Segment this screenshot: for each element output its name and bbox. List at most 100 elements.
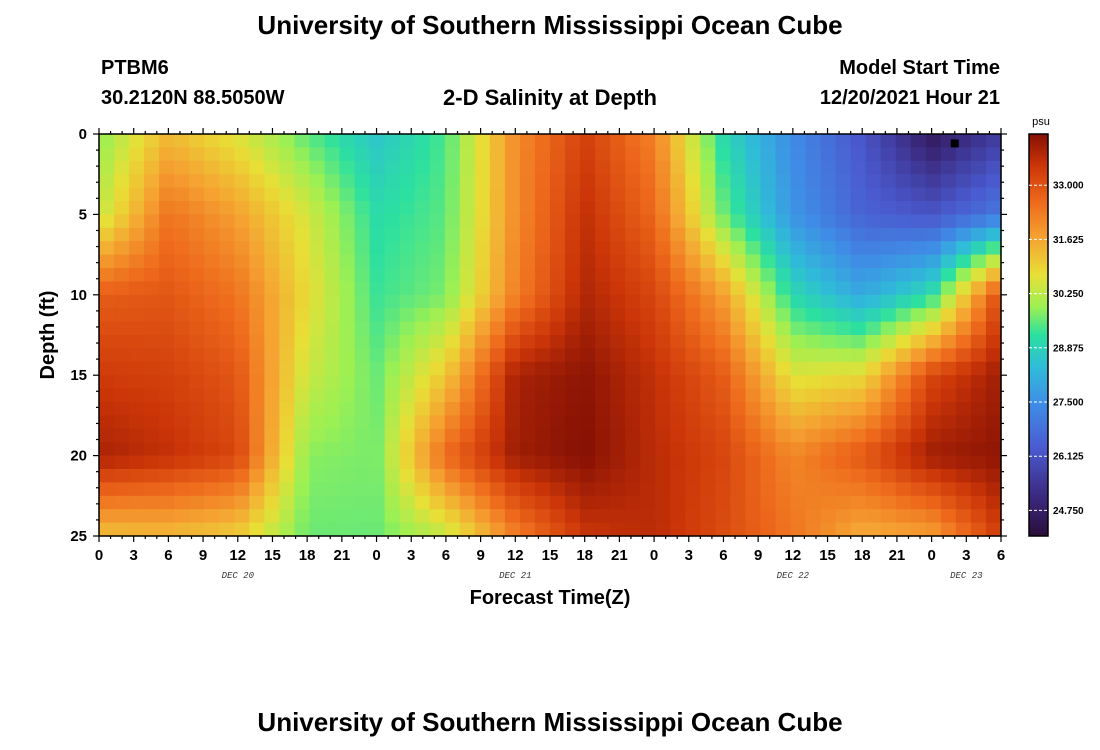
heatmap-cell: [429, 227, 446, 242]
heatmap-cell: [324, 361, 341, 376]
heatmap-cell: [429, 482, 446, 497]
heatmap-cell: [940, 482, 957, 497]
heatmap-cell: [895, 335, 912, 349]
heatmap-cell: [625, 482, 641, 497]
heatmap-cell: [760, 375, 777, 390]
heatmap-cell: [805, 335, 822, 349]
heatmap-cell: [985, 294, 1002, 309]
heatmap-cell: [850, 375, 867, 390]
heatmap-cell: [985, 214, 1002, 229]
heatmap-cell: [204, 428, 220, 443]
model-start-value: 12/20/2021 Hour 21: [819, 87, 1000, 109]
heatmap-cell: [489, 187, 506, 202]
heatmap-cell: [760, 308, 777, 323]
heatmap-cell: [414, 361, 431, 376]
heatmap-cell: [174, 214, 190, 229]
heatmap-cell: [129, 522, 145, 537]
heatmap-cell: [459, 281, 476, 296]
heatmap-cell: [985, 495, 1002, 510]
heatmap-cell: [474, 147, 491, 162]
heatmap-cell: [805, 254, 822, 269]
heatmap-cell: [760, 174, 777, 189]
heatmap-cell: [174, 187, 190, 202]
heatmap-cell: [459, 415, 476, 430]
heatmap-cell: [820, 321, 837, 336]
heatmap-cell: [129, 402, 145, 416]
heatmap-cell: [384, 415, 401, 430]
heatmap-cell: [414, 415, 431, 430]
heatmap-cell: [880, 428, 897, 443]
heatmap-cell: [730, 308, 747, 323]
heatmap-cell: [640, 415, 656, 430]
heatmap-cell: [670, 308, 686, 323]
heatmap-cell: [219, 388, 235, 403]
heatmap-cell: [189, 415, 205, 430]
heatmap-cell: [640, 201, 656, 215]
heatmap-cell: [144, 348, 160, 363]
heatmap-cell: [279, 214, 296, 229]
heatmap-cell: [519, 254, 536, 269]
heatmap-cell: [805, 469, 822, 483]
heatmap-cell: [264, 415, 280, 430]
heatmap-cell: [745, 361, 762, 376]
heatmap-cell: [925, 308, 942, 323]
heatmap-cell: [234, 321, 250, 336]
heatmap-cell: [294, 455, 311, 470]
heatmap-cell: [880, 214, 897, 229]
heatmap-cell: [640, 482, 656, 497]
heatmap-cell: [955, 455, 972, 470]
heatmap-cell: [174, 415, 190, 430]
heatmap-cell: [114, 388, 130, 403]
heatmap-cell: [519, 522, 536, 537]
heatmap-cell: [820, 509, 837, 524]
heatmap-cell: [565, 442, 581, 457]
heatmap-cell: [790, 455, 807, 470]
x-tick-label: 6: [442, 547, 450, 564]
y-tick-label: 0: [79, 126, 87, 143]
heatmap-cell: [504, 335, 521, 349]
heatmap-cell: [489, 241, 506, 256]
heatmap-cell: [670, 415, 686, 430]
heatmap-cell: [369, 402, 386, 416]
heatmap-cell: [850, 321, 867, 336]
heatmap-cell: [565, 160, 581, 175]
heatmap-cell: [534, 187, 551, 202]
heatmap-cell: [775, 495, 792, 510]
heatmap-cell: [339, 160, 356, 175]
heatmap-cell: [414, 160, 431, 175]
heatmap-cell: [249, 415, 265, 430]
heatmap-cell: [234, 308, 250, 323]
heatmap-cell: [414, 268, 431, 282]
heatmap-cell: [760, 134, 777, 148]
heatmap-cell: [234, 428, 250, 443]
heatmap-cell: [895, 281, 912, 296]
heatmap-cell: [339, 335, 356, 349]
x-tick-label: 18: [576, 547, 593, 564]
heatmap-cell: [595, 455, 611, 470]
heatmap-cell: [144, 134, 160, 148]
heatmap-cell: [369, 482, 386, 497]
heatmap-cell: [895, 160, 912, 175]
heatmap-cell: [459, 160, 476, 175]
heatmap-cell: [264, 268, 280, 282]
heatmap-cell: [850, 254, 867, 269]
heatmap-cell: [174, 335, 190, 349]
heatmap-cell: [925, 201, 942, 215]
heatmap-cell: [685, 308, 701, 323]
heatmap-cell: [880, 402, 897, 416]
heatmap-cell: [249, 428, 265, 443]
heatmap-cell: [114, 214, 130, 229]
heatmap-cell: [144, 442, 160, 457]
heatmap-cell: [324, 428, 341, 443]
heatmap-cell: [354, 147, 371, 162]
heatmap-cell: [444, 134, 461, 148]
heatmap-cell: [204, 241, 220, 256]
heatmap-cell: [354, 254, 371, 269]
heatmap-cell: [805, 187, 822, 202]
heatmap-cell: [474, 375, 491, 390]
heatmap-cell: [534, 214, 551, 229]
heatmap-cell: [745, 227, 762, 242]
heatmap-cell: [805, 227, 822, 242]
heatmap-cell: [550, 388, 566, 403]
heatmap-cell: [625, 455, 641, 470]
